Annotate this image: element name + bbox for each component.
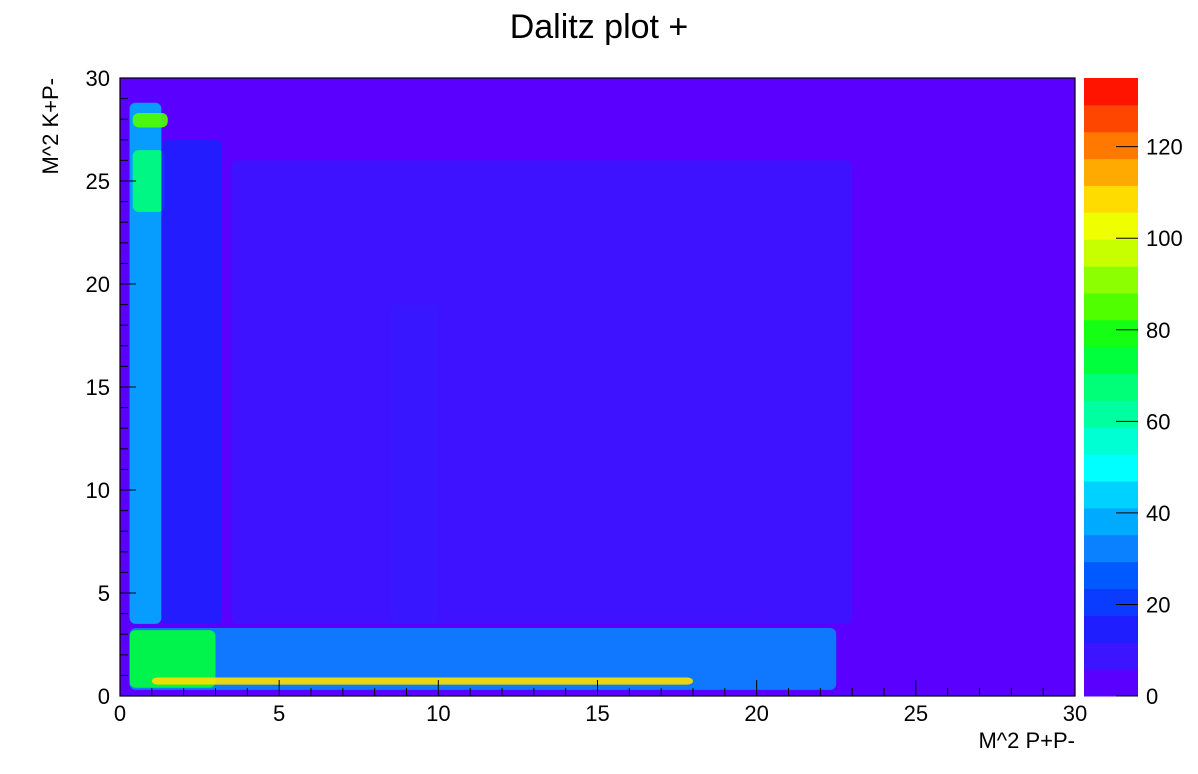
- color-scale-swatch: [1084, 507, 1138, 536]
- y-tick-label: 15: [86, 375, 110, 400]
- x-tick-label: 15: [585, 701, 609, 726]
- color-scale-swatch: [1084, 319, 1138, 348]
- heatmap-cells: [129, 102, 853, 690]
- color-scale-label: 40: [1146, 501, 1170, 526]
- color-scale-swatch: [1084, 534, 1138, 563]
- color-scale-swatch: [1084, 669, 1138, 697]
- color-scale-swatch: [1084, 212, 1138, 240]
- y-tick-label: 25: [86, 169, 110, 194]
- color-scale-label: 20: [1146, 592, 1170, 617]
- color-scale-swatch: [1084, 131, 1138, 160]
- color-scale-swatch: [1084, 104, 1138, 133]
- heatmap-region-kplus-hot-top: [132, 113, 168, 128]
- color-scale-swatch: [1084, 481, 1138, 509]
- x-tick-label: 10: [426, 701, 450, 726]
- color-scale-label: 120: [1146, 135, 1183, 160]
- heatmap-region-pipi-band: [129, 628, 837, 690]
- x-tick-label: 20: [744, 701, 768, 726]
- heatmap-region-pipi-hot-corner: [129, 630, 216, 688]
- y-tick-label: 10: [86, 478, 110, 503]
- x-tick-label: 5: [273, 701, 285, 726]
- color-scale-label: 60: [1146, 409, 1170, 434]
- color-scale-swatch: [1084, 454, 1138, 482]
- heatmap-region-kplus-hot-upper: [132, 150, 165, 212]
- color-scale: 0 20 40 60 80 100 120: [1084, 78, 1183, 709]
- x-axis-label: M^2 P+P-: [978, 728, 1075, 753]
- color-scale-swatch: [1084, 266, 1138, 294]
- x-tick-label: 25: [904, 701, 928, 726]
- chart-title: Dalitz plot +: [510, 8, 689, 46]
- color-scale-swatch: [1084, 78, 1138, 106]
- y-tick-label: 5: [98, 581, 110, 606]
- heatmap-region-pipi-hot-ridge: [151, 677, 694, 685]
- color-scale-swatch: [1084, 642, 1138, 670]
- color-scale-swatch: [1084, 427, 1138, 455]
- color-scale-swatch: [1084, 185, 1138, 213]
- x-tick-label: 0: [114, 701, 126, 726]
- color-scale-swatch: [1084, 561, 1138, 590]
- color-scale-swatch: [1084, 588, 1138, 616]
- color-scale-swatch: [1084, 239, 1138, 267]
- color-scale-label: 0: [1146, 684, 1158, 709]
- color-scale-swatch: [1084, 292, 1138, 321]
- color-scale-swatch: [1084, 373, 1138, 401]
- x-tick-label: 30: [1063, 701, 1087, 726]
- color-scale-swatch: [1084, 615, 1138, 643]
- plot-area: [119, 77, 1076, 697]
- color-scale-label: 80: [1146, 318, 1170, 343]
- y-tick-label: 30: [86, 66, 110, 91]
- color-scale-swatch: [1084, 158, 1138, 186]
- color-scale-swatch: [1084, 400, 1138, 428]
- y-tick-label: 20: [86, 272, 110, 297]
- y-axis-label: M^2 K+P-: [38, 78, 63, 175]
- color-scale-label: 100: [1146, 226, 1183, 251]
- y-axis: 0 5 10 15 20 25 30: [86, 66, 136, 709]
- heatmap-region-kplus-band: [129, 102, 162, 624]
- heatmap-region-mid-band: [161, 139, 222, 624]
- heatmap-region-diffuse-triangle: [231, 160, 853, 624]
- x-axis: 0 5 10 15 20 25 30: [114, 680, 1087, 726]
- color-scale-swatch: [1084, 346, 1138, 375]
- y-tick-label: 0: [98, 684, 110, 709]
